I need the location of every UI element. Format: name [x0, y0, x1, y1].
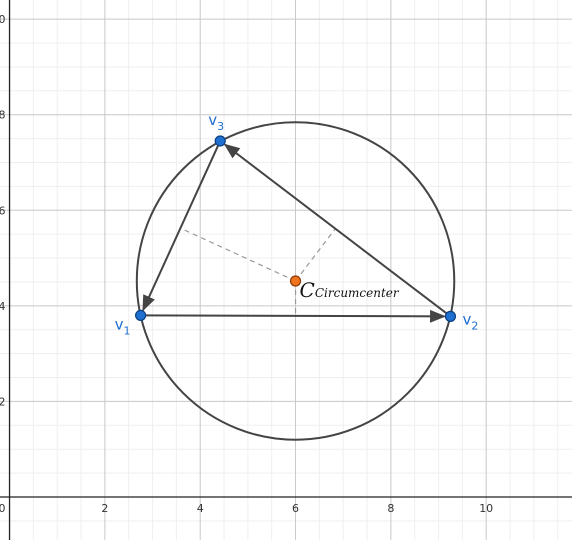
vertex-label-base: v — [208, 111, 217, 129]
vertex-point-v3[interactable] — [214, 135, 226, 147]
x-tick-label: 10 — [479, 502, 493, 515]
edge-v1-to-v2[interactable] — [140, 309, 447, 323]
circumcircle[interactable] — [135, 121, 456, 441]
vertex-label-subscript: 1 — [124, 324, 131, 337]
y-tick-label: 10 — [0, 13, 6, 26]
origin-label: 0 — [0, 502, 6, 515]
vertex-label-v1: v1 — [115, 315, 131, 337]
x-tick-label: 2 — [101, 502, 108, 515]
points[interactable] — [135, 135, 457, 322]
perpendicular-bisector-v2-v3 — [295, 228, 336, 282]
circumcenter-label-subscript: Circumcenter — [315, 286, 400, 300]
vertex-label-base: v — [462, 310, 471, 328]
perpendicular-bisector-v3-v1 — [180, 227, 296, 282]
edge-v2-to-v3[interactable] — [223, 143, 452, 318]
vertex-label-v3: v3 — [208, 111, 224, 133]
circumcenter-label-base: C — [300, 278, 315, 302]
vertex-point-v2[interactable] — [444, 310, 457, 322]
edge-v3-to-v1[interactable] — [142, 140, 222, 312]
vertex-label-subscript: 3 — [217, 120, 224, 133]
y-tick-label: 8 — [0, 109, 6, 122]
y-tick-label: 2 — [0, 395, 6, 408]
vertex-label-base: v — [115, 315, 124, 333]
vertex-point-v1[interactable] — [135, 309, 147, 321]
triangle-and-circle[interactable] — [135, 121, 456, 441]
vertex-label-v2: v2 — [462, 310, 478, 332]
y-tick-label: 6 — [0, 204, 6, 217]
x-tick-label: 6 — [292, 502, 299, 515]
circumcenter-point[interactable] — [289, 275, 302, 287]
construction-lines — [180, 227, 336, 316]
tick-labels: 2 4 6 8 10 2 4 6 8 10 0 — [0, 13, 493, 515]
x-tick-label: 4 — [197, 502, 204, 515]
x-tick-label: 8 — [387, 502, 394, 515]
vertex-label-subscript: 2 — [471, 319, 478, 332]
circumcenter-label: CCircumcenter — [300, 278, 400, 302]
y-tick-label: 4 — [0, 300, 6, 313]
